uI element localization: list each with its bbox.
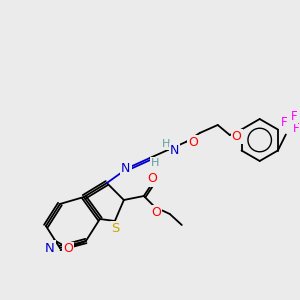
Text: F: F xyxy=(280,116,287,129)
Text: F: F xyxy=(290,110,297,123)
Text: N: N xyxy=(121,163,130,176)
Text: H: H xyxy=(162,139,170,149)
Text: N: N xyxy=(45,242,55,254)
Text: H: H xyxy=(151,158,159,168)
Text: N: N xyxy=(170,143,179,157)
Text: S: S xyxy=(111,223,119,236)
Text: O: O xyxy=(232,130,242,142)
Text: O: O xyxy=(63,242,73,256)
Text: O: O xyxy=(147,172,157,185)
Text: F: F xyxy=(292,122,299,135)
Text: O: O xyxy=(188,136,198,148)
Text: O: O xyxy=(151,206,161,218)
